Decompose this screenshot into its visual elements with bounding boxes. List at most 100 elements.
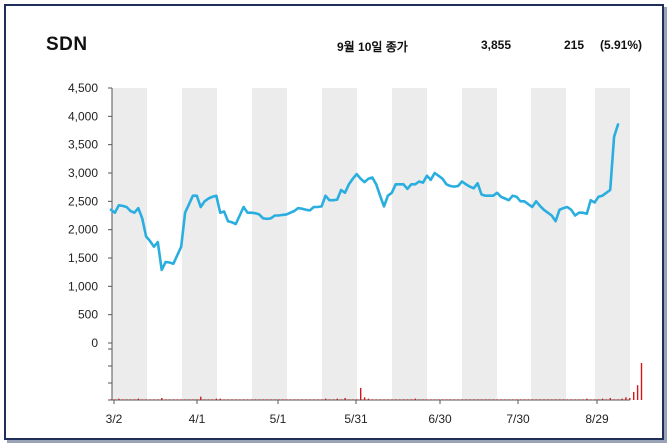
volume-bar	[313, 399, 315, 400]
volume-bar	[383, 399, 385, 400]
volume-bar	[422, 399, 424, 400]
volume-bar	[492, 399, 494, 400]
y-tick-label: 1,000	[68, 279, 98, 293]
volume-bar	[504, 399, 506, 400]
volume-bar	[402, 399, 405, 400]
volume-bar	[484, 399, 487, 400]
volume-bar	[535, 399, 537, 400]
volume-bar	[605, 399, 608, 400]
background-band	[392, 88, 427, 400]
volume-bar	[188, 399, 190, 400]
volume-bar	[371, 399, 374, 400]
volume-bar	[636, 385, 639, 400]
volume-bar	[161, 397, 163, 400]
volume-bar	[516, 399, 518, 400]
volume-bar	[141, 399, 143, 400]
volume-bar	[551, 399, 553, 400]
volume-bar	[379, 399, 381, 400]
volume-bar	[145, 399, 147, 400]
volume-bar	[543, 399, 545, 400]
volume-bar	[387, 399, 389, 400]
volume-bar	[391, 399, 393, 400]
y-tick-label: 1,500	[68, 251, 98, 265]
price-change: 215	[564, 38, 585, 52]
volume-bar	[488, 399, 491, 400]
background-band	[595, 88, 630, 400]
volume-bar	[129, 399, 132, 400]
volume-bar	[586, 398, 588, 400]
background-band	[531, 88, 566, 400]
volume-bar	[512, 399, 514, 400]
volume-bar	[539, 399, 541, 400]
volume-bar	[445, 399, 448, 400]
volume-bar	[430, 399, 432, 400]
volume-bar	[453, 399, 455, 400]
volume-bar	[243, 399, 245, 400]
volume-bar	[344, 397, 346, 400]
y-tick-label: 3,500	[68, 138, 98, 152]
x-tick-label: 6/30	[428, 412, 452, 426]
volume-bar	[574, 399, 576, 400]
volume-bar	[305, 399, 307, 400]
volume-bar	[363, 397, 366, 400]
volume-bar	[192, 399, 194, 400]
volume-bar	[395, 399, 397, 400]
volume-bar	[153, 399, 155, 400]
volume-bar	[441, 399, 444, 400]
volume-bar	[211, 399, 214, 400]
background-band	[252, 88, 287, 400]
volume-bar	[126, 399, 128, 400]
volume-bar	[562, 399, 565, 400]
volume-bar	[578, 399, 580, 400]
y-tick-label: 4,000	[68, 109, 98, 123]
volume-bar	[172, 399, 175, 400]
volume-bar	[500, 399, 502, 400]
volume-bar	[449, 399, 452, 400]
volume-bar	[582, 399, 584, 400]
volume-bar	[625, 397, 627, 400]
volume-bar	[235, 399, 237, 400]
volume-bar	[317, 399, 319, 400]
volume-bar	[137, 398, 140, 400]
volume-bar	[332, 399, 335, 400]
volume-bar	[461, 399, 463, 400]
volume-bar	[266, 399, 268, 400]
volume-bar	[473, 399, 475, 400]
volume-bar	[336, 398, 338, 400]
volume-bar	[434, 399, 436, 400]
background-band	[462, 88, 497, 400]
volume-bar	[258, 399, 260, 400]
volume-bar	[601, 398, 604, 400]
volume-bar	[477, 399, 479, 400]
volume-bar	[360, 387, 362, 400]
volume-bar	[157, 399, 159, 400]
volume-bar	[176, 399, 179, 400]
background-band	[182, 88, 217, 400]
ticker-symbol: SDN	[46, 34, 88, 55]
volume-bar	[438, 399, 440, 400]
volume-bar	[293, 399, 296, 400]
volume-bar	[531, 399, 533, 400]
y-tick-label: 500	[78, 308, 98, 322]
volume-bar	[613, 399, 615, 400]
volume-bar	[223, 399, 225, 400]
volume-bar	[590, 399, 592, 400]
volume-bar	[352, 399, 354, 400]
volume-bar	[465, 399, 467, 400]
volume-bar	[496, 399, 498, 400]
x-tick-label: 5/31	[344, 412, 368, 426]
volume-bar	[149, 399, 151, 400]
volume-bar	[523, 399, 526, 400]
volume-bar	[597, 399, 600, 400]
background-band	[322, 88, 357, 400]
volume-bar	[640, 363, 643, 400]
volume-bar	[285, 399, 288, 400]
volume-bar	[555, 399, 557, 400]
volume-bar	[254, 399, 257, 400]
close-price: 3,855	[481, 38, 512, 52]
volume-bar	[250, 399, 253, 400]
volume-bar	[200, 396, 202, 400]
volume-bar	[547, 399, 549, 400]
volume-bar	[629, 397, 631, 400]
x-tick-label: 4/1	[189, 412, 206, 426]
